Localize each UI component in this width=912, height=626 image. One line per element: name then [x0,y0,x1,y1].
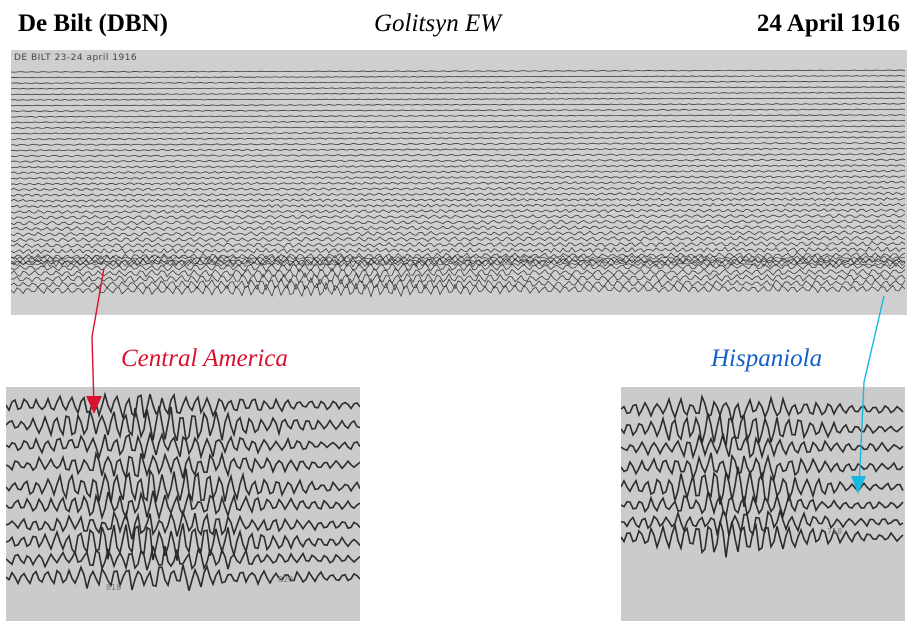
record-trace-line [11,86,906,90]
record-trace-line [11,277,906,292]
record-trace-line [11,281,906,298]
record-trace-line [11,108,906,112]
record-trace-line [11,69,906,73]
zoom-trace-line [6,509,360,540]
zoom-trace-line [6,468,360,503]
record-trace-line [11,119,906,124]
record-trace-line [11,114,906,118]
record-trace-line [11,235,906,243]
record-trace-line [11,202,906,209]
record-trace-line [11,158,906,163]
record-trace-line [11,130,906,135]
record-trace-line [11,175,906,180]
record-band-trace [11,254,905,262]
record-trace-line [11,91,906,96]
zoom-central-america: 818 820 [6,387,360,621]
zoom-trace-line [6,564,360,591]
record-band-trace [11,260,906,268]
record-trace-line [11,97,906,101]
zoom-trace-line [621,508,904,537]
zoom-trace-line [6,391,360,419]
zoom-trace-line [621,520,904,558]
zoom-trace-line [621,491,904,519]
record-trace-line [11,197,906,203]
seismogram-traces [11,69,906,298]
record-band-trace [11,257,906,265]
record-trace-line [11,103,905,107]
record-trace-line [11,153,906,157]
zoom-trace-line [621,412,904,447]
record-trace-line [11,272,906,286]
zoom-left-tick-820: 820 [278,575,294,584]
zoom-trace-line [621,393,904,423]
record-trace-line [11,219,906,226]
record-trace-line [11,125,906,129]
central-america-label: Central America [121,345,288,372]
record-trace-line [11,252,906,260]
zoom-trace-line [621,433,904,460]
record-trace-line [11,262,906,273]
record-trace-line [11,191,906,197]
zoom-trace-line [6,523,360,561]
record-trace-line [11,213,906,220]
record-trace-line [11,147,906,152]
date-title: 24 April 1916 [756,10,900,37]
station-title: De Bilt (DBN) [18,10,168,37]
record-trace-line [11,136,906,141]
record-trace-line [11,186,906,191]
zoom-left-traces [6,391,360,591]
zoom-right-traces [621,393,904,558]
record-trace-line [11,169,906,174]
record-trace-line [11,224,906,231]
record-trace-line [11,230,906,237]
record-trace-line [11,246,906,254]
record-trace-line [11,80,906,84]
record-trace-line [11,180,906,186]
instrument-title: Golitsyn EW [374,10,502,37]
zoom-trace-line [6,406,360,442]
record-handwritten-note: DE BILT 23-24 april 1916 [14,53,138,63]
seismogram-record [11,50,907,315]
zoom-trace-line [6,431,360,460]
zoom-trace-line [6,450,360,481]
record-trace-line [11,142,906,146]
record-trace-line [11,267,906,279]
record-trace-line [11,240,906,249]
record-trace-line [11,208,906,214]
record-trace-line [11,75,906,79]
zoom-hispaniola: 718 [621,387,905,621]
hispaniola-label: Hispaniola [711,345,823,372]
zoom-left-tick-818: 818 [106,583,122,592]
record-trace-line [11,164,906,169]
zoom-right-tick-718: 718 [827,527,843,536]
zoom-trace-line [6,545,360,572]
